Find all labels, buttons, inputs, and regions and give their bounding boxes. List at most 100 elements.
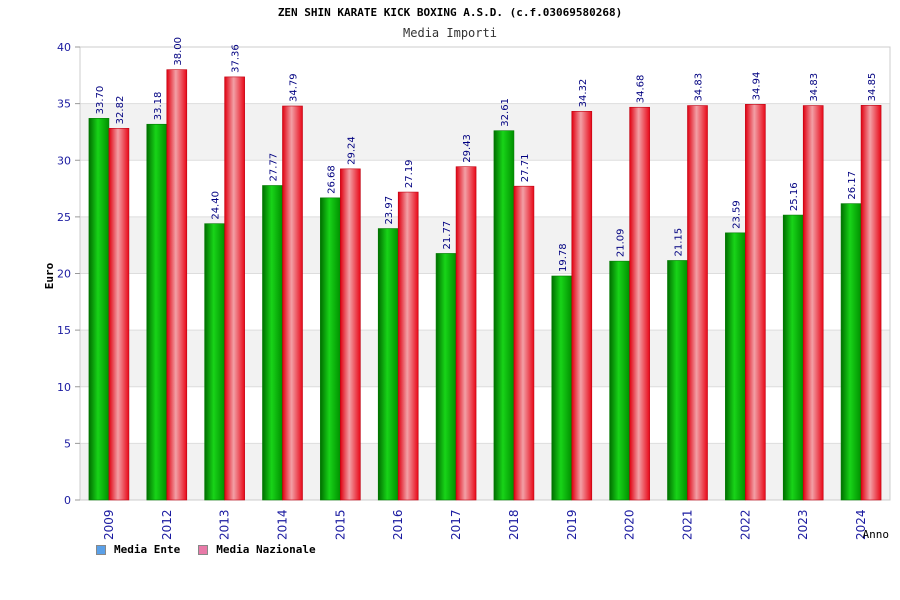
bar-media-nazionale bbox=[282, 105, 303, 501]
x-tick-label: 2024 bbox=[854, 509, 868, 540]
bar-media-nazionale bbox=[687, 105, 708, 501]
data-label: 34.85 bbox=[867, 73, 878, 102]
data-label: 38.00 bbox=[173, 37, 184, 66]
y-tick-label: 30 bbox=[57, 154, 71, 167]
data-label: 33.70 bbox=[95, 86, 106, 115]
plot-area bbox=[79, 46, 891, 501]
bar-media-ente bbox=[493, 130, 515, 501]
y-tick-label: 15 bbox=[57, 324, 71, 337]
x-axis-label: Anno bbox=[863, 528, 890, 541]
legend-label: Media Nazionale bbox=[216, 543, 316, 556]
data-labels-group: 33.70 32.82 33.18 38.00 24.40 37.36 27.77 34.79… bbox=[95, 37, 878, 272]
legend-item-media-nazionale: Media Nazionale bbox=[198, 543, 316, 556]
bar-media-ente bbox=[146, 123, 168, 501]
plot-band bbox=[80, 47, 890, 104]
bar-media-nazionale bbox=[745, 104, 766, 501]
data-label: 33.18 bbox=[153, 92, 164, 121]
data-label: 23.59 bbox=[731, 200, 742, 229]
y-tick-label: 20 bbox=[57, 268, 71, 281]
bar-media-nazionale bbox=[108, 128, 130, 501]
data-label: 32.82 bbox=[115, 96, 126, 125]
data-label: 34.68 bbox=[636, 75, 647, 104]
legend-label: Media Ente bbox=[114, 543, 181, 556]
legend-swatch bbox=[96, 544, 106, 555]
x-tick-label: 2022 bbox=[738, 509, 752, 540]
x-tick-label: 2020 bbox=[623, 509, 637, 540]
data-label: 26.17 bbox=[847, 171, 858, 200]
data-label: 34.32 bbox=[578, 79, 589, 108]
data-label: 34.79 bbox=[289, 73, 300, 102]
data-label: 34.94 bbox=[751, 72, 762, 101]
bar-media-ente bbox=[551, 275, 573, 501]
x-tick-label: 2012 bbox=[160, 509, 174, 540]
bars-group bbox=[88, 69, 882, 501]
data-label: 21.09 bbox=[616, 229, 627, 258]
bar-media-ente bbox=[262, 185, 283, 501]
data-label: 23.97 bbox=[384, 196, 395, 225]
data-label: 34.83 bbox=[809, 73, 820, 102]
plot-band bbox=[80, 216, 890, 274]
y-tick-label: 5 bbox=[64, 437, 71, 450]
chart-subtitle: Media Importi bbox=[403, 26, 497, 40]
data-label: 27.19 bbox=[404, 159, 415, 188]
data-label: 34.83 bbox=[694, 73, 705, 102]
x-tick-label: 2016 bbox=[391, 509, 405, 540]
chart-title: ZEN SHIN KARATE KICK BOXING A.S.D. (c.f.… bbox=[278, 6, 622, 19]
y-axis-label: Euro bbox=[43, 262, 56, 289]
x-tick-label: 2013 bbox=[218, 509, 232, 540]
data-label: 21.15 bbox=[674, 228, 685, 257]
x-tick-label: 2019 bbox=[565, 509, 579, 540]
legend: Media Ente Media Nazionale bbox=[96, 543, 316, 556]
plot-band bbox=[80, 103, 890, 161]
x-tick-label: 2015 bbox=[333, 509, 347, 540]
data-label: 27.71 bbox=[520, 154, 531, 183]
y-tick-label: 10 bbox=[57, 381, 71, 394]
data-label: 19.78 bbox=[558, 243, 569, 272]
data-label: 29.24 bbox=[346, 136, 357, 165]
bar-media-ente bbox=[782, 214, 804, 501]
y-tick-label: 40 bbox=[57, 41, 71, 54]
bar-media-ente bbox=[667, 260, 688, 501]
bar-media-nazionale bbox=[224, 76, 245, 501]
bar-media-nazionale bbox=[860, 105, 882, 501]
y-tick-label: 25 bbox=[57, 211, 71, 224]
data-label: 29.43 bbox=[462, 134, 473, 163]
x-tick-label: 2014 bbox=[276, 509, 290, 540]
y-tick-label: 0 bbox=[64, 494, 71, 507]
x-tick-label: 2009 bbox=[102, 509, 116, 540]
plot-band bbox=[80, 443, 890, 500]
legend-swatch bbox=[198, 544, 209, 555]
data-label: 26.68 bbox=[326, 165, 337, 194]
axes-group: 0 5 10 15 20 25 30 35 40 2009 2012 2013 2014 2015 2016… bbox=[57, 41, 868, 540]
x-tick-label: 2021 bbox=[681, 509, 695, 540]
bar-media-nazionale bbox=[397, 191, 419, 501]
data-label: 21.77 bbox=[442, 221, 453, 250]
plot-band bbox=[80, 273, 890, 331]
x-tick-label: 2018 bbox=[507, 509, 521, 540]
plot-band bbox=[80, 160, 890, 217]
plot-band bbox=[80, 330, 890, 387]
bar-media-ente bbox=[725, 232, 746, 501]
bar-media-ente bbox=[840, 203, 862, 501]
data-label: 25.16 bbox=[789, 182, 800, 211]
data-label: 27.77 bbox=[269, 153, 280, 182]
data-label: 24.40 bbox=[211, 191, 222, 220]
bar-media-ente bbox=[435, 253, 457, 501]
bar-media-ente bbox=[204, 223, 225, 501]
plot-band bbox=[80, 386, 890, 444]
bar-media-nazionale bbox=[802, 105, 824, 501]
bar-media-nazionale bbox=[571, 111, 593, 501]
y-tick-label: 35 bbox=[57, 98, 71, 111]
bar-media-ente bbox=[377, 228, 399, 501]
bar-media-nazionale bbox=[629, 106, 650, 501]
bar-media-ente bbox=[88, 118, 110, 501]
bar-media-ente bbox=[609, 260, 630, 501]
bar-media-nazionale bbox=[455, 166, 477, 501]
bar-media-nazionale bbox=[166, 69, 188, 501]
data-label: 32.61 bbox=[500, 98, 511, 127]
legend-item-media-ente: Media Ente bbox=[96, 543, 180, 556]
x-tick-label: 2023 bbox=[796, 509, 810, 540]
bar-media-ente bbox=[320, 197, 341, 501]
data-label: 37.36 bbox=[231, 44, 242, 73]
